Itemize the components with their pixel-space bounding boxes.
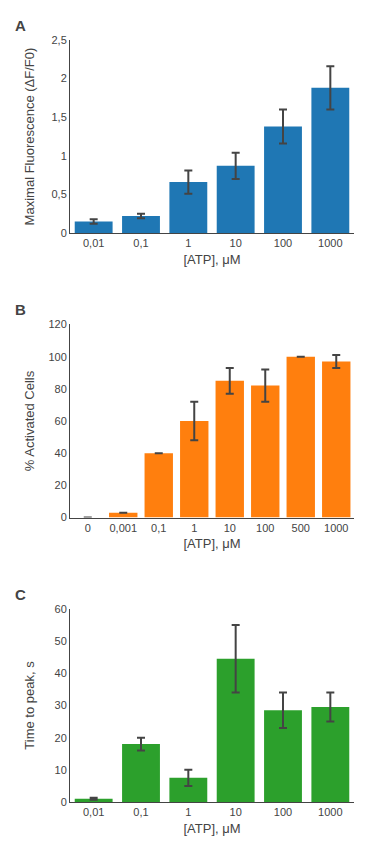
svg-text:2,5: 2,5 <box>52 34 67 46</box>
svg-text:0,01: 0,01 <box>83 237 104 249</box>
svg-text:0,1: 0,1 <box>133 806 148 818</box>
svg-text:0,1: 0,1 <box>133 237 148 249</box>
svg-text:10: 10 <box>55 764 67 776</box>
svg-text:1: 1 <box>61 150 67 162</box>
svg-text:40: 40 <box>55 667 67 679</box>
svg-text:0: 0 <box>61 796 67 808</box>
svg-text:0: 0 <box>61 511 67 523</box>
svg-text:80: 80 <box>55 383 67 395</box>
svg-text:1: 1 <box>185 237 191 249</box>
svg-text:1000: 1000 <box>318 237 342 249</box>
svg-text:0,01: 0,01 <box>83 806 104 818</box>
svg-text:20: 20 <box>55 479 67 491</box>
svg-text:[ATP], μM: [ATP], μM <box>183 821 240 836</box>
svg-text:1: 1 <box>185 806 191 818</box>
svg-text:0,001: 0,001 <box>109 522 137 534</box>
svg-text:0: 0 <box>61 227 67 239</box>
svg-text:40: 40 <box>55 447 67 459</box>
svg-text:% Activated Cells: % Activated Cells <box>22 370 37 471</box>
svg-text:100: 100 <box>274 806 292 818</box>
svg-text:2: 2 <box>61 72 67 84</box>
svg-text:500: 500 <box>292 522 310 534</box>
svg-text:20: 20 <box>55 732 67 744</box>
svg-text:60: 60 <box>55 415 67 427</box>
svg-text:1000: 1000 <box>324 522 348 534</box>
svg-text:60: 60 <box>55 603 67 615</box>
svg-text:50: 50 <box>55 635 67 647</box>
svg-text:[ATP], μM: [ATP], μM <box>183 536 240 551</box>
svg-text:B: B <box>15 301 26 318</box>
svg-text:A: A <box>15 17 26 34</box>
svg-text:C: C <box>15 586 26 603</box>
svg-text:[ATP], μM: [ATP], μM <box>183 252 240 267</box>
svg-text:10: 10 <box>230 806 242 818</box>
svg-text:1,5: 1,5 <box>52 111 67 123</box>
svg-text:10: 10 <box>230 237 242 249</box>
svg-text:Maximal Fluorescence (ΔF/F0): Maximal Fluorescence (ΔF/F0) <box>22 48 37 226</box>
svg-text:30: 30 <box>55 699 67 711</box>
svg-text:100: 100 <box>274 237 292 249</box>
svg-text:Time to peak, s: Time to peak, s <box>22 661 37 750</box>
svg-text:100: 100 <box>256 522 274 534</box>
svg-text:100: 100 <box>48 351 66 363</box>
svg-text:1000: 1000 <box>318 806 342 818</box>
svg-text:0,5: 0,5 <box>52 188 67 200</box>
svg-text:0: 0 <box>85 522 91 534</box>
svg-text:1: 1 <box>191 522 197 534</box>
svg-text:10: 10 <box>224 522 236 534</box>
svg-text:0,1: 0,1 <box>151 522 166 534</box>
svg-text:120: 120 <box>48 318 66 330</box>
